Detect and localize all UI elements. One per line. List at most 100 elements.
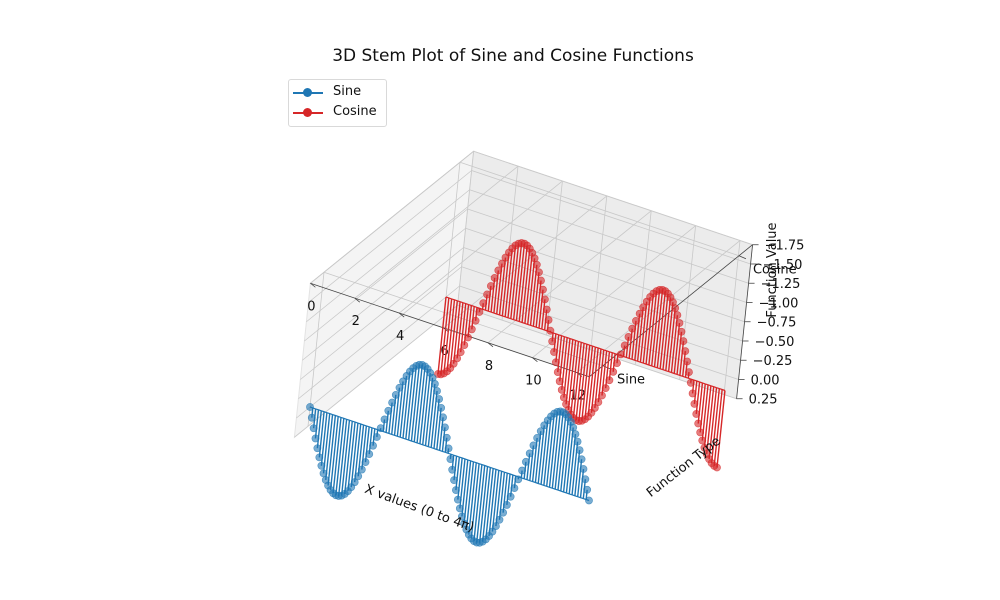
data-point-marker <box>530 254 539 263</box>
data-point-marker <box>464 333 472 342</box>
stem-line <box>335 418 345 496</box>
data-point-marker <box>388 398 397 407</box>
z-grid-side <box>298 266 462 400</box>
x-tick-mark <box>354 297 361 303</box>
chart-title: 3D Stem Plot of Sine and Cosine Function… <box>332 46 694 66</box>
data-point-marker <box>683 357 692 366</box>
data-point-marker <box>639 303 648 312</box>
data-point-marker <box>569 423 578 432</box>
series-cosine <box>434 239 726 472</box>
stem-line <box>490 277 496 313</box>
stem-line <box>399 375 408 438</box>
stem-line <box>512 242 523 320</box>
data-point-marker <box>467 325 476 334</box>
z-axis-label: Function Value <box>765 222 780 317</box>
data-point-marker <box>376 424 385 433</box>
data-point-marker <box>306 403 314 411</box>
stem-line <box>478 466 489 543</box>
data-point-marker <box>675 319 684 327</box>
data-point-marker <box>536 427 545 436</box>
stem-line <box>344 421 353 495</box>
data-point-marker <box>537 276 545 285</box>
stem-line <box>510 243 520 319</box>
stem-line <box>438 417 444 451</box>
z-grid-side <box>304 208 468 342</box>
stem-line <box>506 473 511 506</box>
data-point-marker <box>437 403 446 412</box>
plot-area <box>306 239 726 547</box>
z-tick-label: −0.75 <box>757 316 797 331</box>
stem-line <box>443 298 453 374</box>
data-point-marker <box>671 304 680 313</box>
data-point-marker <box>380 415 389 424</box>
stem-line <box>347 422 356 492</box>
data-point-marker <box>609 367 618 376</box>
data-point-marker <box>535 268 543 277</box>
data-point-marker <box>399 377 407 386</box>
stem-line <box>488 469 497 537</box>
stem-line <box>710 388 721 464</box>
data-point-marker <box>546 326 555 335</box>
data-point-marker <box>601 384 610 393</box>
data-point-marker <box>598 391 606 400</box>
data-point-marker <box>361 458 370 467</box>
stem-baseline <box>309 406 590 502</box>
stem-line <box>368 427 373 455</box>
series-sine <box>306 360 593 547</box>
data-point-marker <box>488 527 497 536</box>
data-point-marker <box>458 512 466 521</box>
stem-line <box>557 335 563 373</box>
stem-line <box>524 252 533 324</box>
stem-line <box>665 302 674 371</box>
y-tick-label: Cosine <box>753 263 797 278</box>
data-point-marker <box>475 308 484 316</box>
axis-ticks: 024681012SineCosine−1.75−1.50−1.25−1.00−… <box>307 239 804 408</box>
data-point-marker <box>506 492 515 501</box>
data-point-marker <box>453 354 462 363</box>
stem-line <box>708 387 718 460</box>
data-point-marker <box>713 463 721 472</box>
legend-marker-sine <box>303 88 312 97</box>
stem-line <box>527 258 536 325</box>
data-point-marker <box>613 359 621 368</box>
data-point-marker <box>694 419 703 428</box>
stem-line <box>608 352 613 381</box>
stem-line <box>639 301 648 363</box>
stem-line <box>679 341 685 376</box>
data-point-marker <box>688 389 697 398</box>
stem-line <box>667 308 676 372</box>
x-tick-mark <box>532 357 538 362</box>
stem-line <box>653 289 664 367</box>
data-point-marker <box>479 299 488 308</box>
z-grid-side <box>294 304 458 438</box>
data-point-marker <box>544 316 553 324</box>
stem-line <box>332 417 342 494</box>
data-point-marker <box>624 333 633 341</box>
stem-line <box>322 413 331 474</box>
data-point-marker <box>594 398 603 407</box>
data-point-marker <box>559 393 568 402</box>
z-tick-label: −1.00 <box>759 296 799 311</box>
z-tick-label: 0.00 <box>751 373 780 388</box>
data-point-marker <box>533 434 542 442</box>
data-point-marker <box>698 436 707 445</box>
stem-line <box>576 459 583 497</box>
stem-line <box>413 364 423 443</box>
data-point-marker <box>673 311 682 320</box>
z-tick-label: −1.50 <box>763 258 803 273</box>
x-tick-mark <box>310 282 316 288</box>
data-point-marker <box>498 259 506 268</box>
data-point-marker <box>354 472 363 481</box>
stem-line <box>529 264 538 326</box>
stem-line <box>572 342 582 419</box>
data-point-marker <box>494 266 503 275</box>
x-tick-mark <box>398 312 405 318</box>
data-point-marker <box>369 441 377 450</box>
x-tick-label: 8 <box>485 359 493 374</box>
stem-line <box>656 291 666 368</box>
data-point-marker <box>681 347 690 356</box>
stem-line <box>521 248 531 323</box>
stem-line <box>353 423 362 483</box>
stem-line <box>340 420 351 496</box>
stem-line <box>713 389 723 466</box>
